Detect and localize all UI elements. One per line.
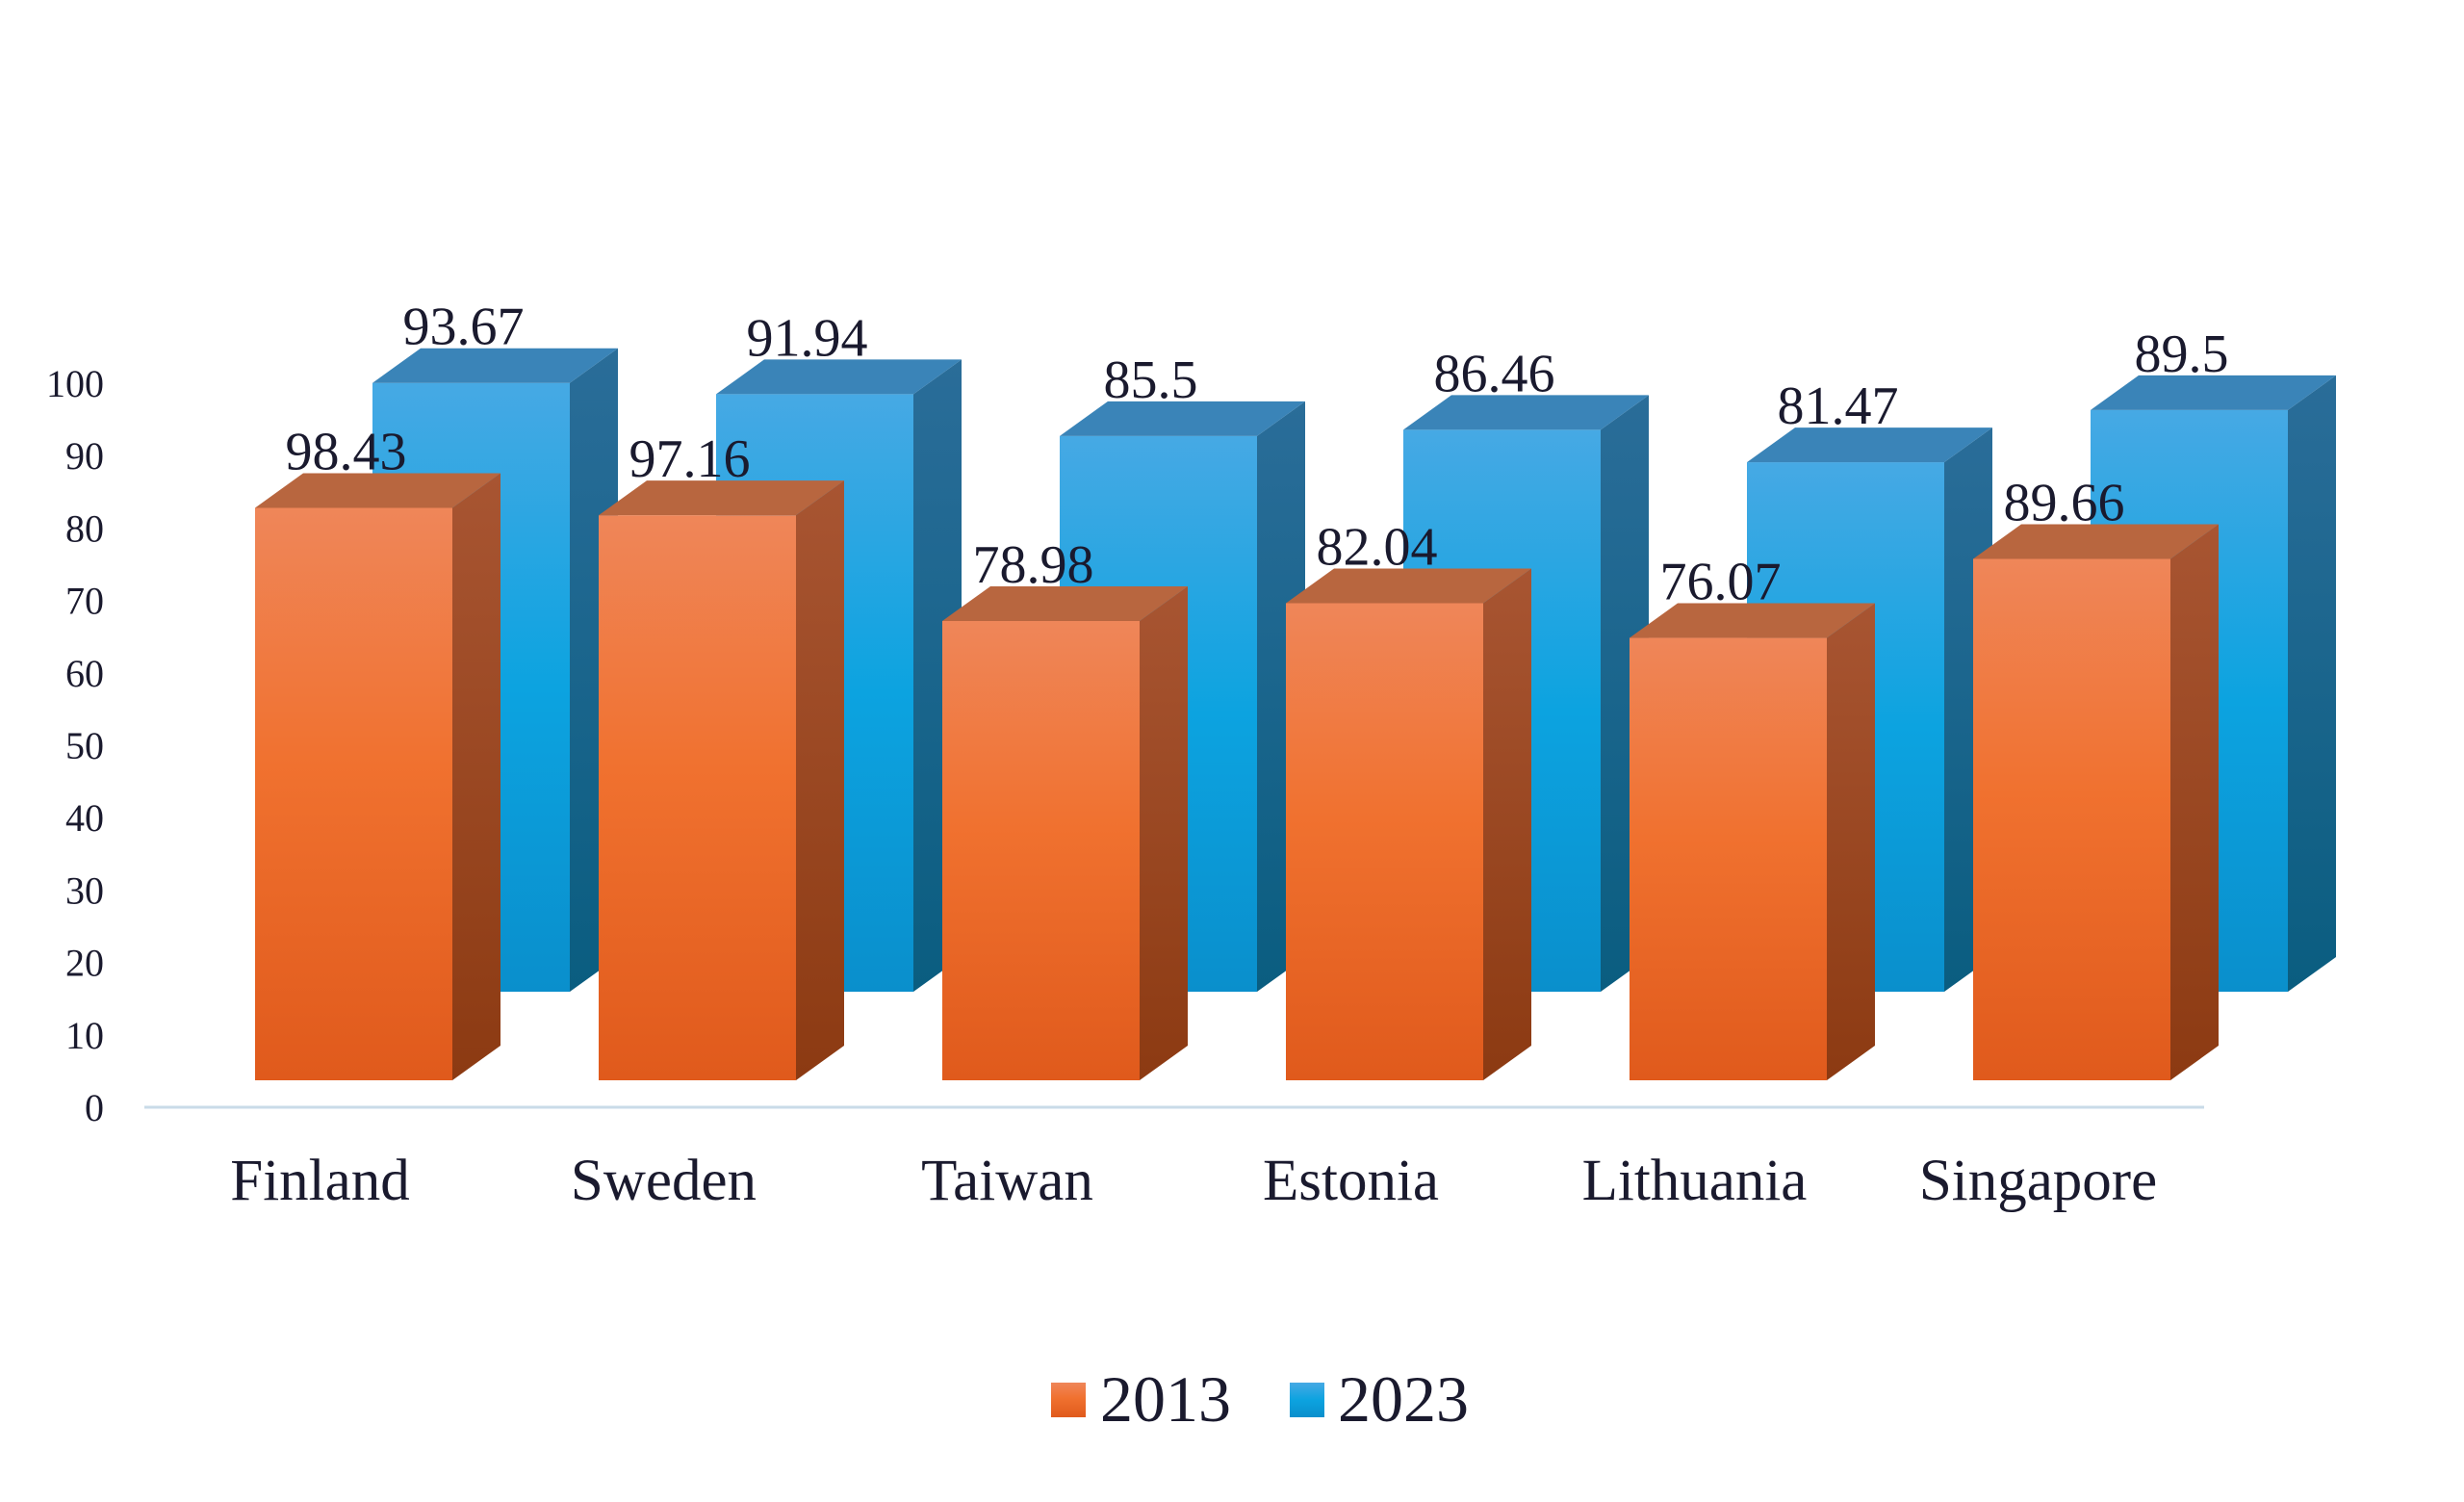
data-label-2013-singapore: 89.66 [2004, 473, 2125, 532]
bar-2013-taiwan [942, 585, 1188, 1080]
y-tick-label: 90 [65, 434, 104, 478]
legend-swatch-2013 [1051, 1383, 1086, 1417]
bar-2013-estonia-top [1286, 568, 1531, 604]
bar-2023-finland-top [372, 348, 618, 383]
data-label-2013-taiwan: 78.98 [973, 535, 1094, 595]
bar-2013-sweden-side [796, 480, 844, 1081]
bar-2013-taiwan-front [942, 620, 1140, 1080]
data-label-2023-estonia: 86.46 [1434, 344, 1555, 403]
bar-2013-singapore [1973, 524, 2219, 1080]
bar-2013-lithuania-top [1630, 603, 1875, 638]
bar-2013-finland-top [255, 473, 500, 508]
data-label-2023-taiwan: 85.5 [1104, 350, 1198, 410]
bar-2023-singapore-top [2091, 375, 2336, 410]
data-labels: 93.67 98.43 91.94 97.16 85.5 78.98 86.46 82.04 8… [286, 298, 2229, 612]
y-tick-label: 50 [65, 724, 104, 767]
category-label-taiwan: Taiwan [921, 1149, 1093, 1213]
bar-2013-sweden [599, 480, 844, 1081]
bar-2013-estonia [1286, 568, 1531, 1080]
bar-2023-lithuania-top [1747, 427, 1992, 463]
bar-2023-singapore-side [2288, 375, 2336, 992]
y-tick-label: 0 [85, 1086, 104, 1129]
data-label-2023-sweden: 91.94 [747, 308, 868, 368]
category-label-sweden: Sweden [571, 1149, 757, 1213]
legend: 2013 2023 [1051, 1362, 1469, 1436]
y-tick-label: 20 [65, 942, 104, 985]
bar-2013-lithuania [1630, 603, 1875, 1080]
legend-label-2013: 2013 [1100, 1362, 1231, 1436]
category-label-estonia: Estonia [1263, 1149, 1439, 1213]
y-tick-label: 70 [65, 580, 104, 623]
data-label-2023-lithuania: 81.47 [1778, 376, 1899, 436]
bar-2013-singapore-front [1973, 558, 2170, 1080]
y-tick-label: 80 [65, 506, 104, 550]
y-tick-label: 30 [65, 868, 104, 912]
legend-swatch-2023 [1290, 1383, 1324, 1417]
y-tick-label: 10 [65, 1014, 104, 1057]
data-label-2013-sweden: 97.16 [629, 429, 751, 489]
bar-2023-sweden-top [716, 359, 962, 395]
category-label-finland: Finland [230, 1149, 409, 1213]
bar-2013-finland-side [452, 473, 500, 1080]
bar-2013-taiwan-side [1140, 585, 1188, 1080]
legend-label-2023: 2023 [1338, 1362, 1469, 1436]
bar-2013-estonia-front [1286, 603, 1483, 1080]
bar-2013-taiwan-top [942, 585, 1188, 621]
y-tick-label: 100 [46, 362, 104, 405]
bar-2013-lithuania-side [1827, 603, 1875, 1080]
data-label-2023-finland: 93.67 [403, 298, 525, 357]
data-label-2013-finland: 98.43 [286, 422, 407, 481]
bar-2013-singapore-side [2170, 524, 2219, 1080]
category-label-lithuania: Lithuania [1582, 1149, 1808, 1213]
axes: Finland Sweden Taiwan Estonia Lithuania Singa… [46, 362, 2204, 1213]
bar-2013-sweden-front [599, 515, 796, 1080]
bar-2013-finland-front [255, 507, 452, 1080]
y-tick-label: 60 [65, 652, 104, 695]
bar-2023-estonia-top [1403, 395, 1649, 430]
bar-2013-finland [255, 473, 500, 1080]
data-label-2023-singapore: 89.5 [2135, 324, 2229, 384]
category-label-singapore: Singapore [1919, 1149, 2157, 1213]
bar-2013-singapore-top [1973, 524, 2219, 559]
bar-2013-sweden-top [599, 480, 844, 516]
bar-2013-estonia-side [1483, 568, 1531, 1080]
bar-2013-lithuania-front [1630, 637, 1827, 1080]
series-2013-bars [255, 473, 2219, 1081]
data-label-2013-lithuania: 76.07 [1660, 553, 1782, 612]
data-label-2013-estonia: 82.04 [1317, 517, 1438, 577]
bar-2023-taiwan-top [1060, 401, 1305, 436]
y-tick-label: 40 [65, 796, 104, 840]
